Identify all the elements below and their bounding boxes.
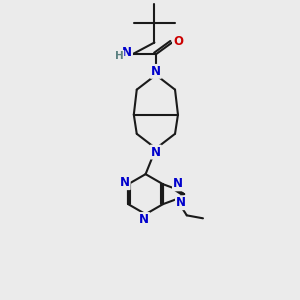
Text: N: N [139, 213, 149, 226]
Text: N: N [122, 46, 132, 59]
Text: N: N [176, 196, 186, 209]
Text: H: H [115, 51, 124, 61]
Text: N: N [120, 176, 130, 189]
Text: N: N [151, 65, 161, 78]
Text: N: N [173, 177, 183, 190]
Text: N: N [151, 146, 161, 159]
Text: O: O [173, 34, 183, 48]
